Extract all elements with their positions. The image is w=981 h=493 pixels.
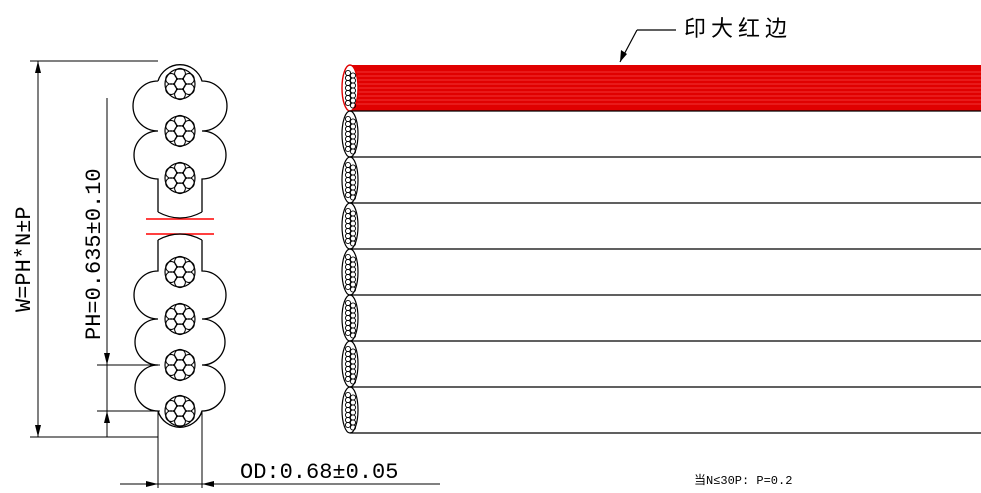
ribbon-conductor [341, 386, 359, 434]
break-curves [157, 211, 203, 241]
ribbon-conductor [341, 202, 359, 250]
ribbon-end-strands [344, 115, 357, 155]
conductor [164, 302, 196, 336]
conductor-strands [165, 67, 195, 101]
ribbon-end-strands [344, 391, 357, 431]
ribbon-conductor [341, 110, 359, 158]
dimension-lines [30, 60, 440, 488]
ribbon-end-strands [344, 69, 357, 109]
od-label: OD:0.68±0.05 [240, 460, 398, 485]
ribbon-conductor [341, 156, 359, 204]
cable-cross-section [132, 64, 228, 428]
ribbon-end-strands [344, 345, 357, 385]
dimension-arrows [35, 61, 214, 487]
conductor-strands [165, 348, 195, 382]
conductor-strands [165, 255, 195, 289]
ribbon-conductor [341, 248, 359, 296]
width-formula-label: W=PH*N±P [12, 206, 37, 312]
conductor [164, 67, 196, 101]
conductor [164, 394, 196, 428]
ribbon-end-strands [344, 299, 357, 339]
ribbon-end-strands [344, 161, 357, 201]
conductor-strands [165, 302, 195, 336]
red-edge-label: 印大红边 [684, 17, 792, 42]
ribbon-side-view [341, 64, 981, 434]
conductor-strands [165, 161, 195, 195]
ribbon-conductor [341, 340, 359, 388]
ribbon-conductor-red-edge [341, 64, 981, 112]
ribbon-end-strands [344, 207, 357, 247]
conductor-strands [165, 394, 195, 428]
conductor [164, 255, 196, 289]
cross-section-outline-upper [132, 64, 228, 212]
cross-section-outline-lower [133, 240, 227, 428]
red-edge-leader [619, 29, 676, 63]
red-edge-leader-arrow [620, 50, 627, 62]
pitch-label: PH=0.635±0.10 [82, 168, 107, 340]
ribbon-conductor [341, 294, 359, 342]
conductor [164, 348, 196, 382]
ribbon-end-strands [344, 253, 357, 293]
note-label: 当N≤30P: P=0.2 [694, 473, 792, 488]
break-marks [146, 218, 214, 235]
conductor [164, 114, 196, 148]
conductor-strands [165, 114, 195, 148]
conductor [164, 161, 196, 195]
cross-section-conductors [164, 67, 196, 428]
